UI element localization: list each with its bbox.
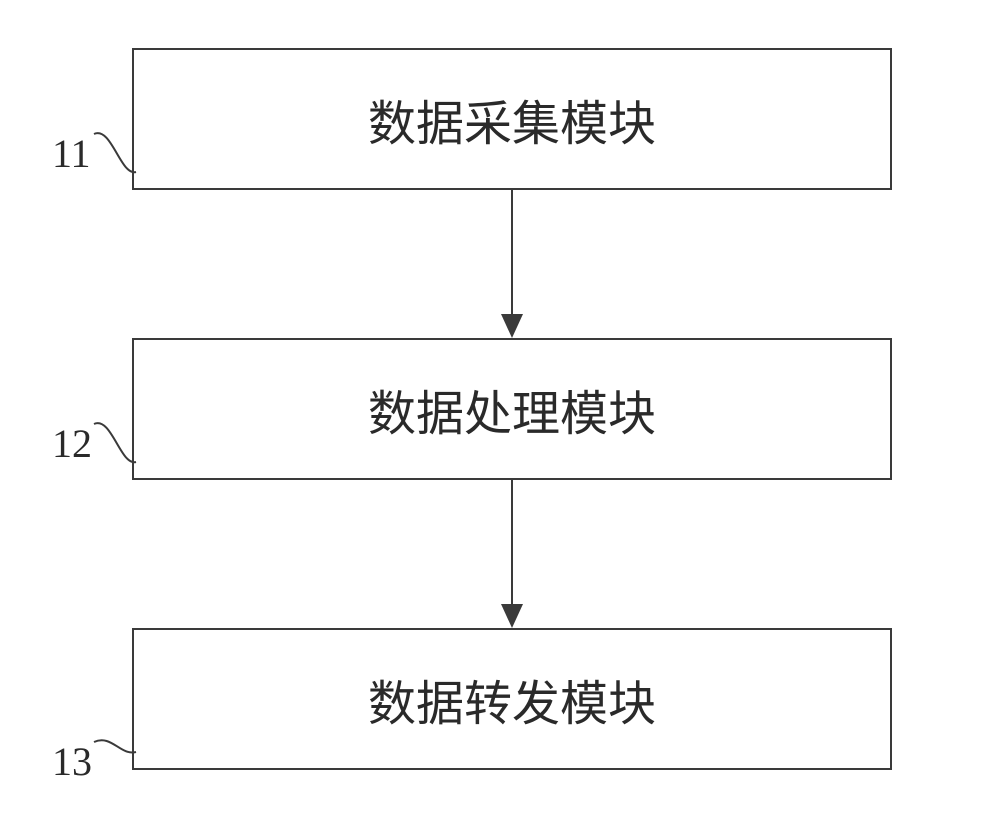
node-data-processing: 数据处理模块 [132, 338, 892, 480]
arrow-n2-n3 [501, 480, 523, 628]
node-ref-12: 12 [52, 420, 92, 467]
ref-curve [94, 423, 136, 462]
arrow-head-icon [501, 314, 523, 338]
node-data-collection: 数据采集模块 [132, 48, 892, 190]
node-label: 数据转发模块 [368, 664, 656, 734]
ref-connector-11 [94, 128, 138, 178]
node-label: 数据采集模块 [368, 84, 656, 154]
ref-connector-12 [94, 418, 138, 468]
node-data-forwarding: 数据转发模块 [132, 628, 892, 770]
ref-curve [94, 740, 136, 752]
node-ref-13: 13 [52, 738, 92, 785]
arrow-n1-n2 [501, 190, 523, 338]
arrow-head-icon [501, 604, 523, 628]
node-label: 数据处理模块 [368, 374, 656, 444]
diagram-canvas: 数据采集模块 11 数据处理模块 12 数据转发模块 13 [0, 0, 1000, 840]
ref-curve [94, 133, 136, 172]
node-ref-11: 11 [52, 130, 91, 177]
ref-connector-13 [94, 736, 138, 758]
